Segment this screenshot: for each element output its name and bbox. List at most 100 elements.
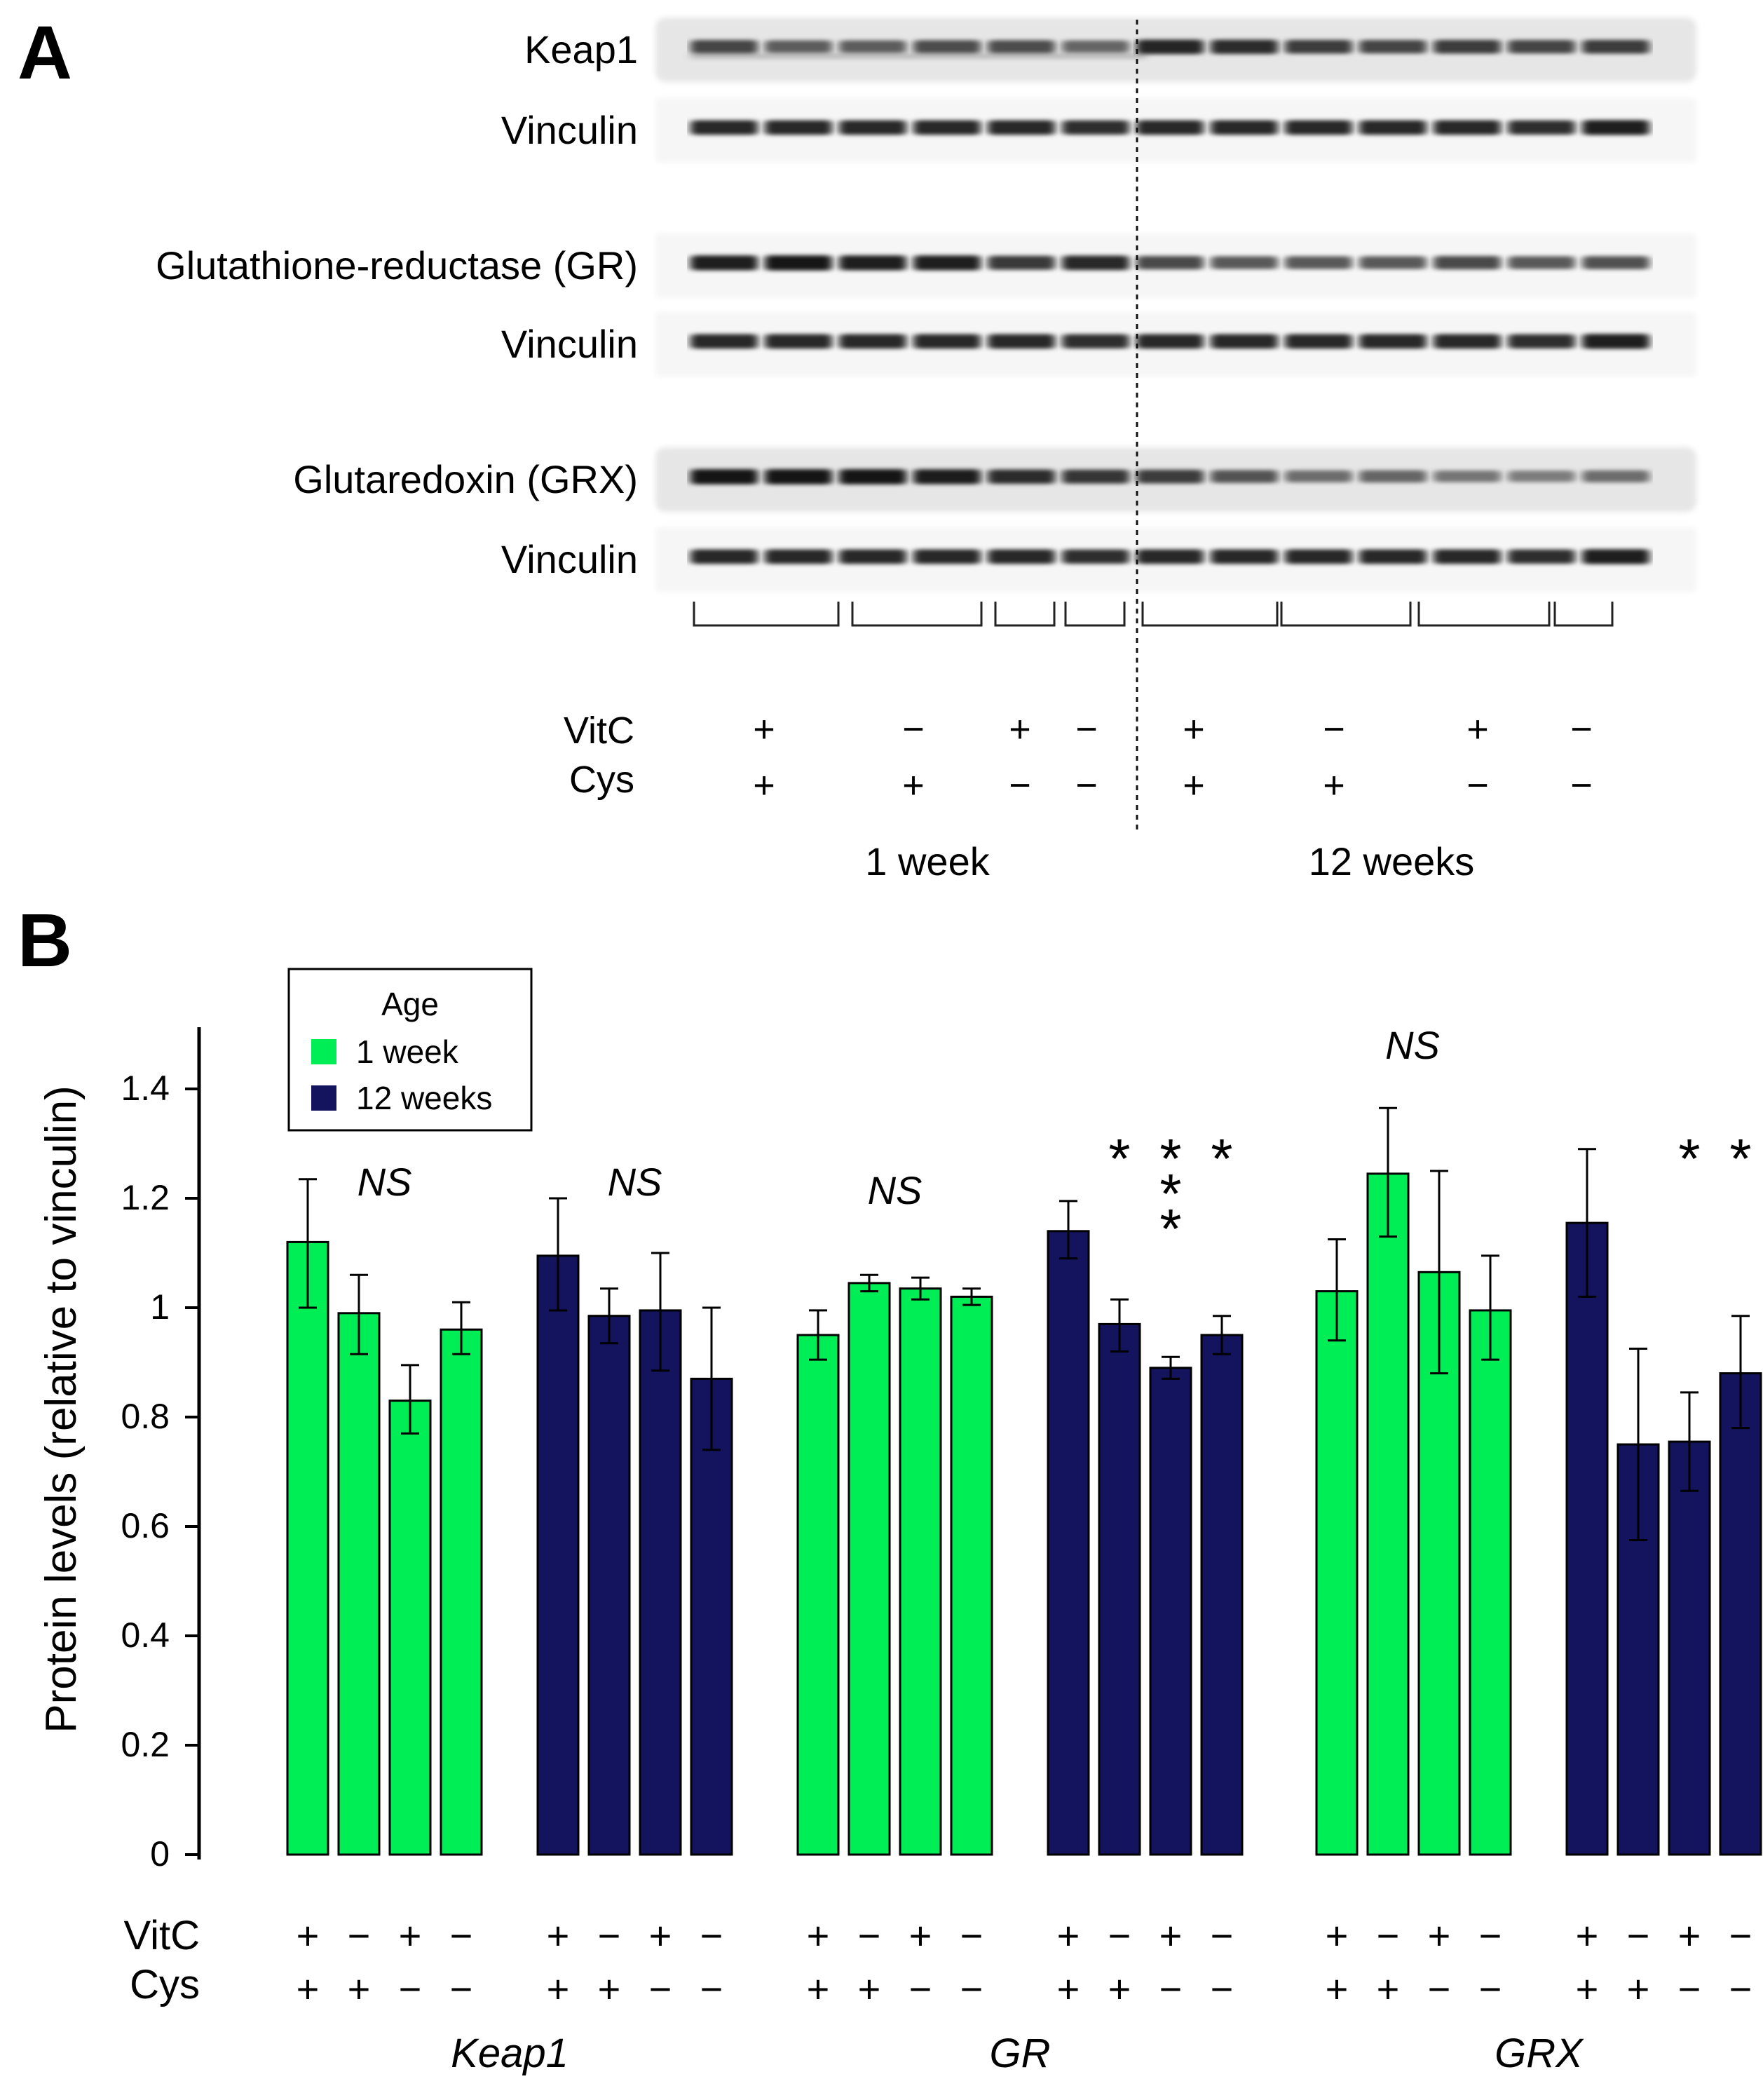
group-keap1: NS NS (286, 1160, 733, 1856)
group-grx: NS * * (1315, 1023, 1762, 1856)
bar-gr-1-week-4 (950, 1295, 993, 1856)
blot-band (1508, 549, 1575, 564)
blot-band (1434, 39, 1501, 54)
blot-band (765, 255, 832, 271)
y-tick-label: 0.2 (121, 1725, 170, 1764)
blot-band (1582, 334, 1649, 349)
x-vitc-sign-minus: − (1377, 1913, 1400, 1958)
blot-band (913, 120, 981, 135)
blot-band (690, 255, 758, 271)
blot-band (1434, 256, 1501, 270)
bar-keap1-12-weeks-1 (536, 1254, 580, 1856)
x-cys-sign-minus: − (1729, 1967, 1752, 2011)
x-cys-sign-minus: − (700, 1967, 723, 2011)
x-vitc-sign-minus: − (598, 1913, 621, 1958)
blot-band (1359, 470, 1427, 483)
group-label-keap1: Keap1 (451, 2031, 569, 2076)
y-tick-label: 0.8 (121, 1397, 170, 1436)
legend-label-12-weeks: 12 weeks (356, 1080, 492, 1116)
y-tick-label: 0.6 (121, 1506, 170, 1545)
group-label-gr: GR (990, 2031, 1051, 2076)
gene-group-labels: Keap1 GR GRX (451, 2031, 1584, 2076)
significance-star: * (1678, 1127, 1700, 1190)
x-vitc-sign-plus: + (297, 1913, 320, 1958)
x-vitc-sign-plus: + (1057, 1913, 1080, 1958)
blot-band (1359, 40, 1427, 54)
blot-band (1508, 334, 1575, 348)
y-axis-ticks: 0 0.2 0.4 0.6 0.8 1 1.2 1.4 (121, 1069, 199, 1874)
vitc-sign-minus-8: − (1570, 708, 1593, 750)
blot-band (1285, 470, 1352, 482)
x-vitc-sign-minus: − (450, 1913, 473, 1958)
cys-sign-plus-2: + (902, 764, 925, 806)
lane-group-brackets (693, 602, 1614, 627)
significance-star: * (1159, 1198, 1181, 1260)
blot-band (1211, 256, 1278, 269)
blot-row-glutathione-reductase-gr-2: Glutathione-reductase (GR) (156, 233, 1696, 298)
x-cys-row-label: Cys (130, 1962, 200, 2007)
bar-gr-12-weeks-3 (1149, 1367, 1192, 1856)
bar-grx-1-week-2 (1366, 1172, 1410, 1856)
x-vitc-sign-minus: − (858, 1913, 881, 1958)
blot-row-vinculin-1: Vinculin (501, 98, 1696, 163)
blot-band (988, 469, 1055, 484)
blot-band (765, 120, 832, 135)
x-cys-sign-minus: − (1479, 1967, 1502, 2011)
vitc-sign-plus-3: + (1009, 708, 1031, 750)
blot-band (1508, 470, 1575, 482)
x-cys-sign-plus: + (297, 1967, 320, 2011)
blot-band (913, 334, 981, 349)
blot-band (1434, 470, 1501, 482)
bar-grx-12-weeks-3 (1668, 1440, 1711, 1856)
blot-band (913, 549, 981, 564)
vitc-sign-minus-4: − (1075, 708, 1098, 750)
blot-row-glutaredoxin-grx-4: Glutaredoxin (GRX) (293, 447, 1696, 512)
bar-keap1-1-week-2 (337, 1312, 381, 1856)
x-cys-sign-plus: + (1057, 1967, 1080, 2011)
blot-band (765, 469, 832, 485)
blot-band (690, 469, 758, 485)
legend-swatch-12-weeks (311, 1085, 336, 1111)
blot-band (690, 40, 758, 54)
x-cys-sign-minus: − (649, 1967, 672, 2011)
blot-band (1136, 549, 1204, 564)
significance-star: * (1108, 1127, 1130, 1190)
x-vitc-sign-minus: − (960, 1913, 983, 1958)
blot-band (1508, 256, 1575, 269)
blot-band (1582, 256, 1649, 269)
blot-band (913, 40, 981, 53)
x-vitc-sign-plus: + (399, 1913, 422, 1958)
blot-band (1285, 256, 1352, 269)
bar-keap1-1-week-1 (286, 1240, 329, 1856)
blot-band (1062, 255, 1129, 271)
legend-swatch-1-week (311, 1039, 336, 1064)
blot-band (988, 120, 1055, 135)
blot-label-keap1: Keap1 (524, 27, 638, 72)
blot-label-glutaredoxin-grx: Glutaredoxin (GRX) (293, 457, 638, 501)
x-vitc-sign-plus: + (807, 1913, 830, 1958)
blot-band (1434, 334, 1501, 349)
blot-band (1136, 120, 1204, 135)
bar-gr-1-week-3 (899, 1287, 942, 1856)
bar-gr-1-week-2 (848, 1282, 891, 1856)
blot-band (1359, 120, 1427, 135)
ns-annotation: NS (608, 1160, 662, 1204)
legend-title: Age (381, 986, 439, 1022)
blot-band (1062, 120, 1129, 135)
x-vitc-sign-plus: + (1428, 1913, 1451, 1958)
vitc-sign-plus-5: + (1183, 708, 1205, 750)
bar-grx-12-weeks-1 (1565, 1221, 1609, 1856)
blot-band (988, 549, 1055, 564)
lane-bracket-7 (1417, 602, 1551, 627)
x-cys-sign-minus: − (1678, 1967, 1701, 2011)
blot-label-vinculin: Vinculin (501, 537, 638, 581)
blot-row-vinculin-3: Vinculin (501, 312, 1696, 377)
blot-band (690, 549, 758, 564)
vitc-sign-minus-2: − (902, 708, 925, 750)
blot-band (1285, 39, 1352, 54)
panel-b: B Protein levels (relative to vinculin) … (18, 897, 1762, 2076)
significance-star: * (1159, 1163, 1181, 1225)
blot-label-vinculin: Vinculin (501, 108, 638, 152)
x-vitc-sign-minus: − (1479, 1913, 1502, 1958)
y-tick-label: 0 (150, 1834, 170, 1874)
